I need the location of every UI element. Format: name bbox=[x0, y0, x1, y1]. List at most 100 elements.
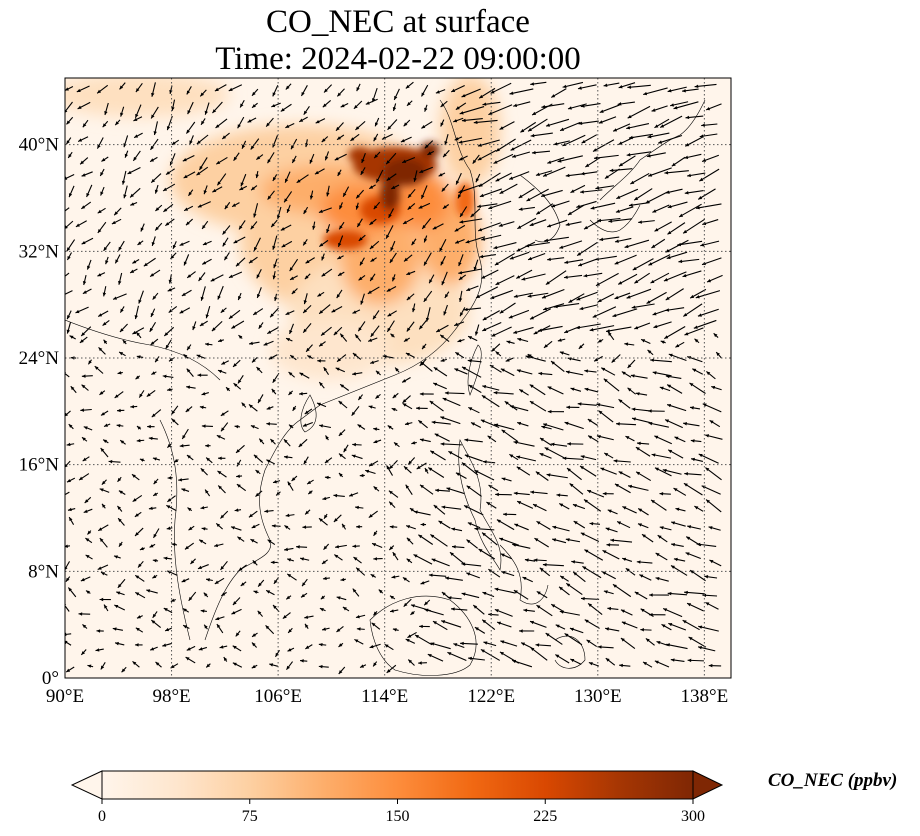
wind-arrow bbox=[359, 664, 367, 668]
wind-arrow bbox=[251, 632, 258, 638]
wind-arrow bbox=[419, 624, 430, 629]
wind-arrow bbox=[652, 204, 670, 213]
wind-arrow bbox=[460, 641, 478, 646]
wind-arrow bbox=[153, 528, 160, 539]
wind-arrow bbox=[670, 565, 688, 576]
wind-arrow bbox=[272, 84, 279, 97]
lon-tick-label: 98°E bbox=[152, 686, 190, 707]
wind-arrow bbox=[117, 371, 123, 375]
wind-arrow bbox=[440, 358, 447, 362]
wind-arrow bbox=[355, 120, 366, 131]
wind-arrow bbox=[167, 287, 176, 292]
wind-arrow bbox=[152, 574, 158, 579]
wind-arrow bbox=[97, 310, 109, 317]
wind-arrow bbox=[340, 577, 346, 582]
wind-arrow bbox=[477, 149, 497, 161]
wind-arrow bbox=[684, 153, 702, 160]
wind-arrow bbox=[101, 479, 107, 486]
wind-arrow bbox=[578, 343, 585, 350]
wind-arrow bbox=[442, 397, 461, 407]
wind-arrow bbox=[96, 629, 104, 633]
wind-arrow bbox=[557, 338, 566, 342]
wind-arrow bbox=[490, 82, 512, 94]
wind-arrow bbox=[269, 663, 279, 667]
wind-arrow bbox=[683, 422, 700, 427]
wind-arrow bbox=[182, 155, 195, 162]
wind-arrow bbox=[705, 434, 723, 440]
wind-arrow bbox=[610, 538, 633, 543]
wind-arrow bbox=[495, 275, 515, 286]
wind-arrow bbox=[220, 422, 229, 432]
wind-arrow bbox=[458, 155, 468, 161]
wind-arrow bbox=[237, 116, 245, 129]
wind-arrow bbox=[389, 525, 398, 529]
wind-arrow bbox=[432, 620, 448, 631]
wind-arrow bbox=[648, 612, 666, 617]
wind-arrow bbox=[149, 269, 161, 278]
wind-arrow bbox=[99, 597, 111, 602]
wind-arrow bbox=[618, 82, 636, 89]
wind-arrow bbox=[451, 545, 465, 549]
wind-arrow bbox=[299, 557, 310, 561]
wind-arrow bbox=[266, 422, 277, 426]
wind-arrow bbox=[665, 288, 684, 301]
wind-arrow bbox=[509, 88, 534, 95]
wind-arrow bbox=[186, 86, 192, 95]
wind-arrow bbox=[570, 387, 582, 392]
wind-arrow bbox=[439, 238, 447, 252]
wind-arrow bbox=[689, 406, 701, 410]
wind-arrow bbox=[319, 607, 326, 612]
wind-arrow bbox=[542, 563, 564, 567]
wind-arrow bbox=[482, 321, 502, 332]
wind-arrow bbox=[65, 666, 75, 673]
wind-arrow bbox=[568, 293, 585, 304]
wind-arrow bbox=[440, 100, 448, 108]
wind-arrow bbox=[600, 367, 616, 376]
wind-arrow bbox=[546, 473, 568, 479]
wind-arrow bbox=[580, 532, 600, 543]
wind-arrow bbox=[335, 544, 347, 549]
wind-arrow bbox=[197, 373, 208, 377]
wind-arrow bbox=[427, 150, 435, 156]
wind-arrow bbox=[323, 84, 333, 93]
wind-arrow bbox=[231, 608, 242, 615]
wind-arrow bbox=[305, 644, 313, 650]
wind-arrow bbox=[386, 173, 397, 181]
wind-arrow bbox=[534, 537, 549, 548]
colorbar-tick-label: 150 bbox=[386, 808, 410, 825]
wind-arrow bbox=[553, 140, 570, 146]
wind-arrow bbox=[87, 530, 92, 535]
wind-arrow bbox=[271, 524, 281, 528]
wind-arrow bbox=[430, 642, 451, 650]
wind-arrow bbox=[200, 118, 206, 126]
wind-arrow bbox=[317, 359, 326, 363]
wind-arrow bbox=[127, 167, 141, 175]
wind-arrow bbox=[389, 252, 397, 264]
wind-arrow bbox=[667, 201, 688, 209]
wind-arrow bbox=[318, 239, 329, 248]
wind-arrow bbox=[272, 271, 276, 280]
wind-arrow bbox=[153, 478, 159, 485]
wind-arrow bbox=[509, 405, 529, 412]
wind-arrow bbox=[641, 533, 654, 543]
wind-arrow bbox=[603, 378, 620, 392]
wind-arrow bbox=[318, 517, 328, 526]
wind-arrow bbox=[403, 337, 410, 342]
wind-arrow bbox=[221, 132, 230, 140]
wind-arrow bbox=[622, 557, 633, 562]
wind-arrow bbox=[333, 493, 345, 498]
wind-arrow bbox=[409, 507, 415, 512]
wind-arrow bbox=[651, 105, 668, 112]
wind-arrow bbox=[251, 102, 258, 109]
wind-arrow bbox=[478, 87, 496, 99]
wind-arrow bbox=[217, 369, 227, 374]
wind-arrow bbox=[405, 81, 414, 89]
wind-arrow bbox=[365, 98, 378, 105]
wind-arrow bbox=[272, 235, 278, 250]
wind-arrow bbox=[266, 459, 276, 465]
wind-arrow bbox=[306, 479, 314, 485]
wind-arrow bbox=[711, 385, 722, 391]
wind-arrow bbox=[545, 632, 563, 645]
wind-arrow bbox=[564, 421, 584, 430]
wind-arrow bbox=[336, 134, 345, 141]
